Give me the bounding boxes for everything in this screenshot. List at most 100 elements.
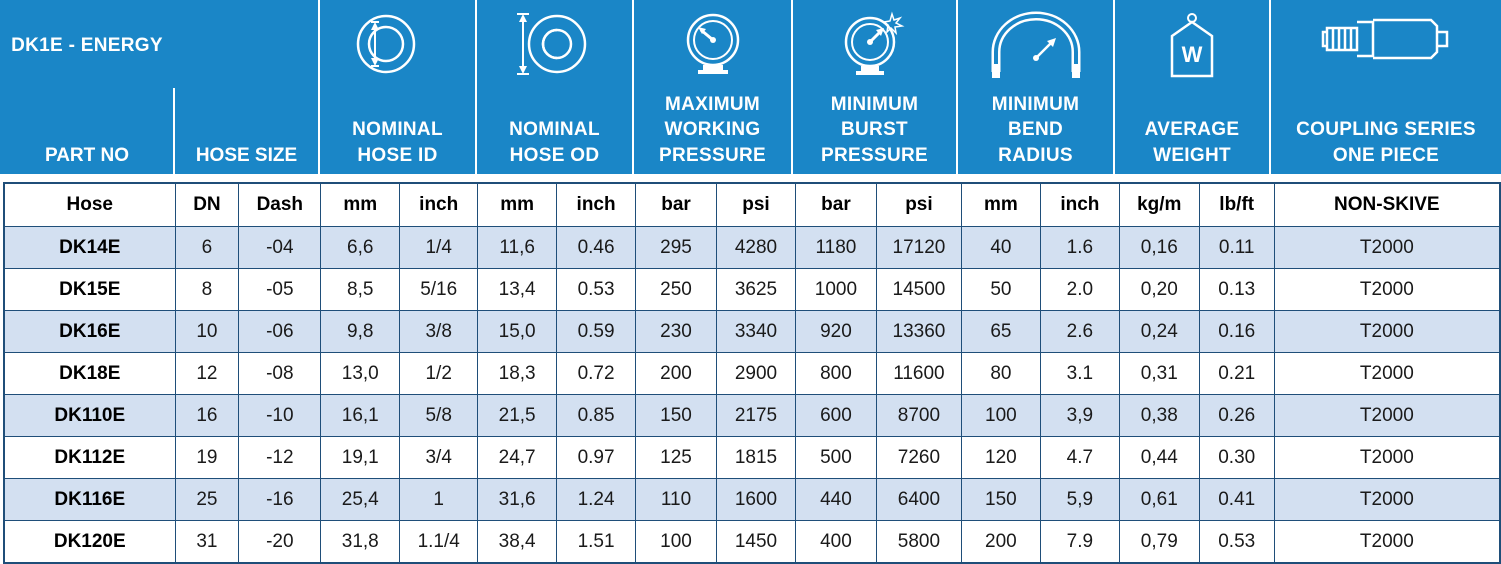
table-cell: 0,20 <box>1118 268 1200 311</box>
table-cell: 295 <box>635 226 718 269</box>
table-cell: 0.59 <box>556 310 637 353</box>
table-cell: 1.6 <box>1039 226 1120 269</box>
table-row: DK18E 12 -08 13,0 1/2 18,3 0.72 200 2900 800 11600… <box>3 352 1501 395</box>
header-average-weight: W AVERAGE WEIGHT <box>1115 0 1269 174</box>
table-cell: 110 <box>635 478 718 521</box>
unit-header-cell: inch <box>399 182 479 227</box>
table-cell: 50 <box>960 268 1041 311</box>
table-cell: 65 <box>960 310 1041 353</box>
header-coupling-series: COUPLING SERIES ONE PIECE <box>1271 0 1501 174</box>
table-cell: 3/8 <box>399 310 479 353</box>
table-cell: 1180 <box>794 226 877 269</box>
weight-icon: W <box>1164 10 1220 86</box>
unit-header-cell: bar <box>635 182 718 227</box>
table-cell: T2000 <box>1273 436 1501 479</box>
header-part-no: PART NO <box>44 144 130 166</box>
table-cell: 14500 <box>875 268 962 311</box>
unit-header-cell: lb/ft <box>1198 182 1275 227</box>
header-separator <box>475 0 477 174</box>
header-separator <box>632 0 634 174</box>
table-cell: 6400 <box>875 478 962 521</box>
table-cell: 2175 <box>716 394 796 437</box>
header-hose-size: HOSE SIZE <box>195 144 298 166</box>
table-cell: 8 <box>174 268 240 311</box>
table-cell: 3,9 <box>1039 394 1120 437</box>
table-cell: 3340 <box>716 310 796 353</box>
table-cell: 7.9 <box>1039 520 1120 564</box>
header-min-bend-radius: MINIMUM BEND RADIUS <box>958 0 1113 174</box>
table-row: DK116E 25 -16 25,4 1 31,6 1.24 110 1600 440 6400 15… <box>3 478 1501 521</box>
table-cell: 125 <box>635 436 718 479</box>
table-cell: -08 <box>238 352 322 395</box>
table-cell: 8,5 <box>320 268 401 311</box>
table-cell: 100 <box>635 520 718 564</box>
table-cell: 19 <box>174 436 240 479</box>
header-separator <box>791 0 793 174</box>
table-cell: 150 <box>960 478 1041 521</box>
part-number-cell: DK112E <box>3 436 176 479</box>
table-cell: 15,0 <box>477 310 558 353</box>
table-cell: 11600 <box>875 352 962 395</box>
table-cell: 11,6 <box>477 226 558 269</box>
burst-gauge-icon <box>840 10 910 86</box>
unit-header-cell: bar <box>794 182 877 227</box>
table-cell: T2000 <box>1273 394 1501 437</box>
table-cell: 2.0 <box>1039 268 1120 311</box>
table-cell: 200 <box>960 520 1041 564</box>
table-cell: 0,16 <box>1118 226 1200 269</box>
table-cell: 5/8 <box>399 394 479 437</box>
table-cell: 80 <box>960 352 1041 395</box>
table-cell: 0,61 <box>1118 478 1200 521</box>
table-cell: T2000 <box>1273 226 1501 269</box>
table-cell: 0.21 <box>1198 352 1275 395</box>
table-cell: 0.85 <box>556 394 637 437</box>
header-separator <box>1269 0 1271 174</box>
table-row: DK15E 8 -05 8,5 5/16 13,4 0.53 250 3625 1000 14500… <box>3 268 1501 311</box>
table-cell: 13360 <box>875 310 962 353</box>
unit-header-cell: mm <box>320 182 401 227</box>
table-cell: 200 <box>635 352 718 395</box>
table-cell: T2000 <box>1273 352 1501 395</box>
header-separator <box>1113 0 1115 174</box>
table-cell: 4.7 <box>1039 436 1120 479</box>
table-cell: 0.53 <box>1198 520 1275 564</box>
header-max-working-pressure-label: MAXIMUM WORKING PRESSURE <box>659 93 766 166</box>
unit-header-cell: inch <box>1039 182 1120 227</box>
table-cell: 150 <box>635 394 718 437</box>
table-cell: 440 <box>794 478 877 521</box>
header-divider <box>173 88 175 174</box>
header-separator <box>956 0 958 174</box>
table-cell: T2000 <box>1273 268 1501 311</box>
table-cell: 19,1 <box>320 436 401 479</box>
header-separator <box>318 0 320 174</box>
table-cell: 920 <box>794 310 877 353</box>
weight-letter: W <box>1182 42 1203 67</box>
table-cell: 17120 <box>875 226 962 269</box>
table-cell: 0,24 <box>1118 310 1200 353</box>
table-cell: T2000 <box>1273 478 1501 521</box>
table-cell: 3.1 <box>1039 352 1120 395</box>
header-average-weight-label: AVERAGE WEIGHT <box>1144 119 1240 166</box>
part-number-cell: DK18E <box>3 352 176 395</box>
unit-header-cell: inch <box>556 182 637 227</box>
table-cell: 0.97 <box>556 436 637 479</box>
coupling-fitting-icon <box>1311 10 1461 76</box>
table-cell: 120 <box>960 436 1041 479</box>
unit-header-cell: kg/m <box>1118 182 1200 227</box>
table-cell: 16,1 <box>320 394 401 437</box>
part-number-cell: DK15E <box>3 268 176 311</box>
table-cell: 6 <box>174 226 240 269</box>
table-cell: -06 <box>238 310 322 353</box>
table-cell: -10 <box>238 394 322 437</box>
table-cell: 5/16 <box>399 268 479 311</box>
table-row: DK112E 19 -12 19,1 3/4 24,7 0.97 125 1815 500 7260… <box>3 436 1501 479</box>
header-part-hose-size: DK1E - ENERGY PART NO HOSE SIZE <box>0 0 318 174</box>
spec-table: Hose DN Dash mm inch mm inch bar psi bar psi mm inch… <box>3 182 1501 564</box>
table-cell: 400 <box>794 520 877 564</box>
hose-outer-diameter-icon <box>513 10 597 82</box>
table-cell: 4280 <box>716 226 796 269</box>
table-cell: 0.16 <box>1198 310 1275 353</box>
unit-header-cell: DN <box>174 182 240 227</box>
table-cell: 16 <box>174 394 240 437</box>
